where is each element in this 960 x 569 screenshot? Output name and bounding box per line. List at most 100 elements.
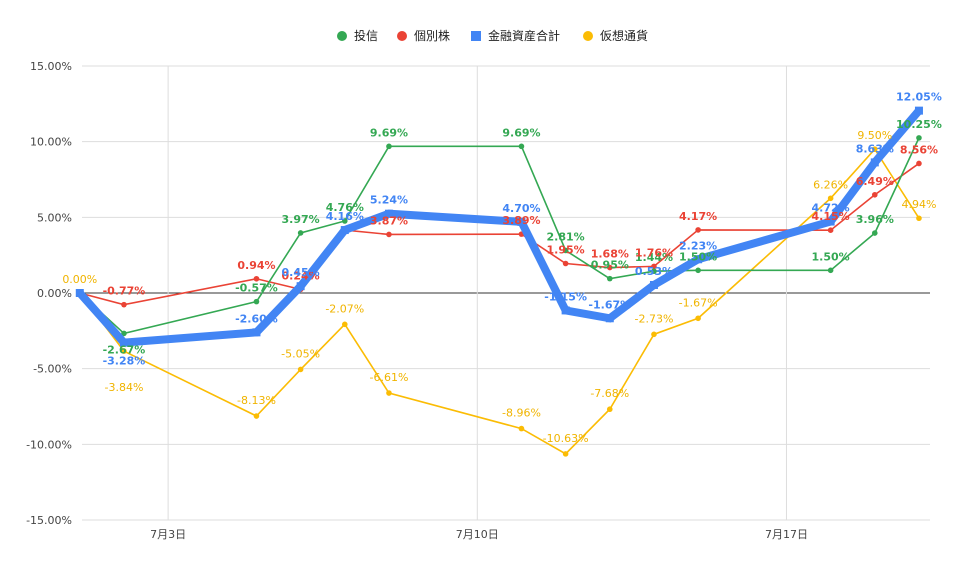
data-label-series-4-10: -2.73% xyxy=(634,312,673,325)
data-label-series-4-1: 0.00% xyxy=(62,273,97,286)
legend-label: 仮想通貨 xyxy=(600,28,648,43)
legend-swatch xyxy=(471,31,481,41)
y-axis: 15.00% 10.00% 5.00% 0.00% -5.00% -10.00% -15.0… xyxy=(26,60,72,527)
data-point-1 xyxy=(75,289,84,297)
series-4 xyxy=(76,146,922,457)
data-point-5 xyxy=(341,321,348,328)
data-label-series-4-12: 6.26% xyxy=(813,178,848,191)
data-label-series-3-9: -1.67% xyxy=(588,298,631,311)
data-label-series-2-13: 6.49% xyxy=(856,175,894,188)
y-tick-label-5-00: 5.00% xyxy=(37,211,72,224)
data-label-series-4-3: -8.13% xyxy=(237,394,276,407)
data-point-9 xyxy=(606,264,613,271)
data-point-12 xyxy=(826,217,835,226)
data-label-series-3-8: -1.15% xyxy=(544,290,587,303)
data-label-series-2-11: 4.17% xyxy=(679,210,717,223)
x-tick-label-2024-07-10: 7月10日 xyxy=(456,528,499,541)
legend-label: 投信 xyxy=(354,28,378,43)
data-label-series-4-11: -1.67% xyxy=(679,296,718,309)
data-point-3 xyxy=(253,413,260,419)
legend-item-1: 投信 xyxy=(337,28,378,43)
data-label-series-2-7: 3.89% xyxy=(502,214,540,227)
data-label-series-1-14: 10.25% xyxy=(896,118,942,131)
data-point-7 xyxy=(518,425,525,432)
data-point-9 xyxy=(605,314,614,323)
data-label-series-3-6: 5.24% xyxy=(370,194,408,207)
data-labels: -2.67% -0.57% 3.97% 4.76% 9.69% 9.69% 2.81% 0.9… xyxy=(62,91,942,445)
data-label-series-1-10: 1.44% xyxy=(635,251,673,264)
data-point-7 xyxy=(518,143,525,150)
data-label-series-4-2: -3.84% xyxy=(104,381,143,394)
data-point-6 xyxy=(384,209,393,218)
y-tick-label-10-00: 10.00% xyxy=(30,136,72,149)
data-point-11 xyxy=(695,267,701,274)
data-point-8 xyxy=(562,247,569,254)
data-point-11 xyxy=(695,315,701,322)
series-line xyxy=(79,137,920,335)
data-point-8 xyxy=(562,260,569,267)
data-label-series-2-12: 4.15% xyxy=(812,210,850,223)
data-point-14 xyxy=(914,106,923,115)
data-label-series-4-14: 4.94% xyxy=(901,198,936,211)
chart-grid xyxy=(82,65,930,521)
data-point-12 xyxy=(827,195,834,202)
data-label-series-2-9: 1.68% xyxy=(591,248,629,261)
data-point-2 xyxy=(121,301,127,308)
data-point-3 xyxy=(252,328,261,337)
data-label-series-4-6: -6.61% xyxy=(369,371,408,384)
data-label-series-1-7: 9.69% xyxy=(502,126,540,139)
data-point-5 xyxy=(340,226,349,235)
data-point-6 xyxy=(386,231,392,238)
data-label-series-3-14: 12.05% xyxy=(896,91,942,104)
data-point-9 xyxy=(606,275,613,282)
data-point-12 xyxy=(827,267,834,274)
x-tick-label-2024-07-03: 7月3日 xyxy=(150,528,186,541)
x-tick-label-2024-07-17: 7月17日 xyxy=(765,528,808,541)
data-label-series-3-4: 0.45% xyxy=(282,266,320,279)
data-label-series-3-11: 2.23% xyxy=(679,239,717,252)
data-label-series-3-10: 0.53% xyxy=(635,265,673,278)
data-label-series-2-10: 1.76% xyxy=(635,246,673,259)
data-label-series-1-9: 0.95% xyxy=(591,259,629,272)
data-point-4 xyxy=(297,366,304,373)
data-point-8 xyxy=(562,451,569,457)
y-tick-label-15-00: 15.00% xyxy=(30,60,72,73)
x-axis: 7月3日 7月10日 7月17日 xyxy=(150,528,808,541)
data-label-series-1-12: 1.50% xyxy=(812,250,850,263)
data-point-13 xyxy=(871,230,878,236)
legend-swatch xyxy=(337,31,347,41)
data-label-series-4-5: -2.07% xyxy=(325,302,364,315)
data-point-13 xyxy=(871,146,878,153)
data-label-series-4-8: -10.63% xyxy=(543,432,589,445)
legend-item-4: 仮想通貨 xyxy=(583,28,648,43)
data-label-series-3-7: 4.70% xyxy=(502,202,540,215)
data-label-series-3-13: 8.63% xyxy=(856,142,894,155)
data-point-3 xyxy=(253,298,260,305)
data-point-11 xyxy=(694,255,703,264)
data-label-series-1-13: 3.96% xyxy=(856,213,894,226)
y-tick-label-5-00: -5.00% xyxy=(33,363,72,376)
legend-label: 個別株 xyxy=(414,28,450,43)
chart-legend: 投信 個別株 金融資産合計 仮想通貨 xyxy=(337,28,648,43)
data-label-series-1-6: 9.69% xyxy=(370,126,408,139)
data-label-series-2-2: -0.77% xyxy=(103,285,146,298)
data-label-series-3-3: -2.60% xyxy=(235,312,278,325)
legend-swatch xyxy=(397,31,407,41)
data-point-3 xyxy=(253,275,260,282)
legend-item-3: 金融資産合計 xyxy=(471,28,560,43)
series-lines xyxy=(75,106,923,457)
data-point-6 xyxy=(386,143,392,150)
data-label-series-2-6: 3.87% xyxy=(370,214,408,227)
series-3 xyxy=(75,106,923,347)
data-point-14 xyxy=(916,135,922,141)
y-tick-label-10-00: -10.00% xyxy=(26,438,72,451)
data-point-9 xyxy=(606,406,613,413)
data-point-12 xyxy=(827,227,834,233)
series-line xyxy=(76,108,923,347)
y-tick-label-15-00: -15.00% xyxy=(26,514,72,527)
data-label-series-1-4: 3.97% xyxy=(282,213,320,226)
legend-label: 金融資産合計 xyxy=(488,28,560,43)
data-label-series-3-2: -3.28% xyxy=(103,355,146,368)
data-label-series-3-12: 4.72% xyxy=(812,202,850,215)
data-point-10 xyxy=(649,280,658,289)
